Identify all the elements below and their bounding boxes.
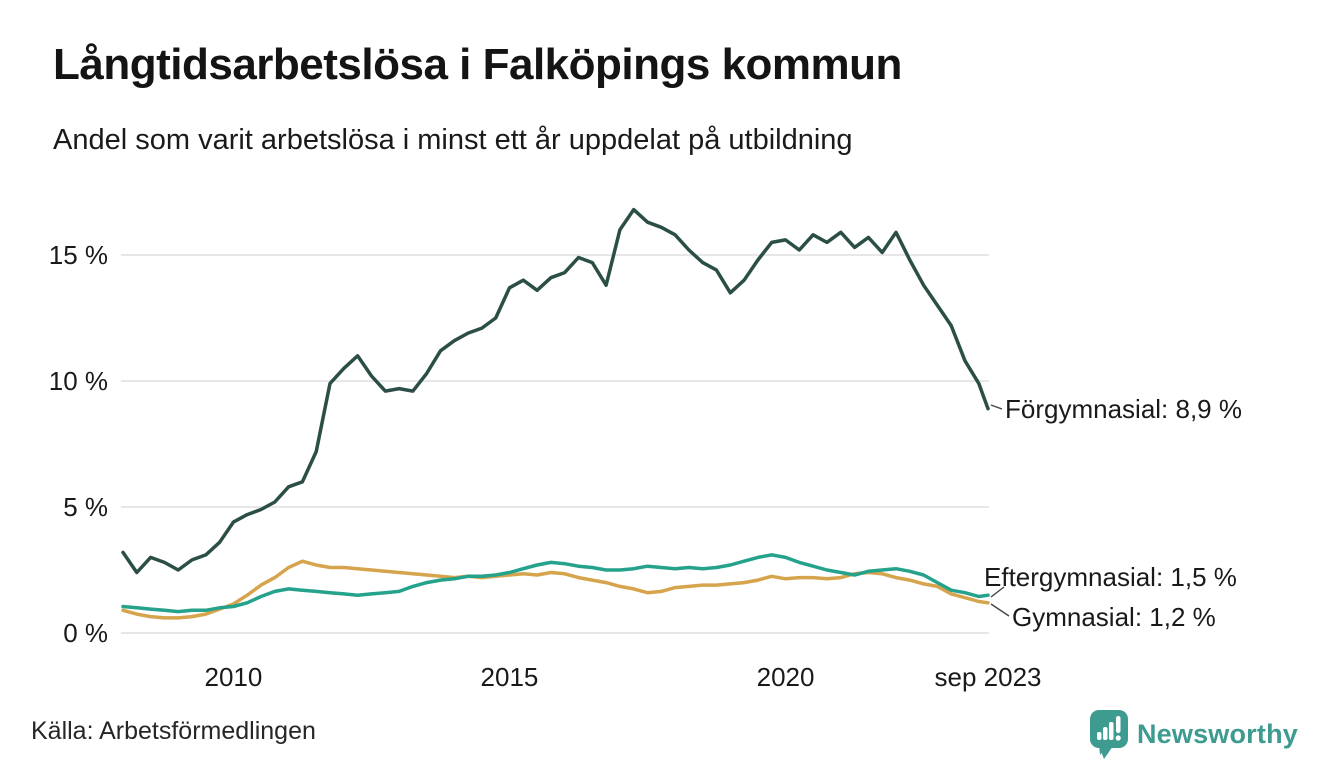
x-axis-tick: 2010 <box>204 662 263 692</box>
newsworthy-logo-icon <box>1089 710 1128 759</box>
page-subtitle: Andel som varit arbetslösa i minst ett å… <box>53 124 853 156</box>
label-connector-eftergymnasial <box>990 586 1005 598</box>
series-line-gymnasial <box>121 559 990 620</box>
y-axis-tick: 15 % <box>48 240 108 270</box>
series-end-label-forgymnasial: Förgymnasial: 8,9 % <box>1005 394 1242 424</box>
y-axis-tick: 0 % <box>63 618 108 648</box>
newsworthy-brand: Newsworthy <box>1089 708 1298 764</box>
page-title: Långtidsarbetslösa i Falköpings kommun <box>53 40 902 89</box>
y-axis-tick: 10 % <box>48 366 108 396</box>
series-line-eftergymnasial <box>121 553 990 614</box>
series-line-förgymnasial <box>121 207 990 575</box>
series-end-label-eftergymnasial: Eftergymnasial: 1,5 % <box>984 562 1237 592</box>
series-end-label-gymnasial: Gymnasial: 1,2 % <box>1012 602 1216 632</box>
x-axis-tick: 2015 <box>480 662 539 692</box>
x-axis-tick: sep 2023 <box>934 662 1042 692</box>
y-axis-tick: 5 % <box>63 492 108 522</box>
label-connector-förgymnasial <box>990 404 1003 410</box>
source-note: Källa: Arbetsförmedlingen <box>31 717 316 745</box>
label-connector-gymnasial <box>990 603 1010 617</box>
x-axis-tick: 2020 <box>756 662 815 692</box>
newsworthy-logo-text: Newsworthy <box>1136 719 1298 749</box>
